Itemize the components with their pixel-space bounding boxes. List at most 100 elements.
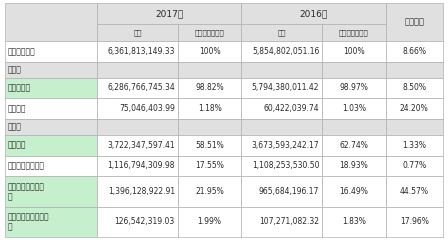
Text: 1.03%: 1.03% [342,104,366,114]
Text: 电连接器: 电连接器 [8,141,26,150]
Bar [386,156,443,176]
Bar [322,98,386,120]
Bar [386,3,443,42]
Bar [97,207,178,237]
Bar [178,62,241,78]
Bar [322,120,386,135]
Text: 金额: 金额 [278,29,286,36]
Text: 17.96%: 17.96% [400,217,429,226]
Text: 18.93%: 18.93% [340,162,368,170]
Text: 5,854,802,051.16: 5,854,802,051.16 [252,47,319,56]
Bar [5,156,97,176]
Bar [5,176,97,207]
Bar [322,135,386,156]
Bar [322,207,386,237]
Bar [386,120,443,135]
Text: 金额: 金额 [133,29,142,36]
Text: 98.82%: 98.82% [195,84,224,92]
Bar [386,42,443,62]
Text: 1.33%: 1.33% [402,141,426,150]
Bar [97,78,178,98]
Bar [386,62,443,78]
Bar [322,24,386,42]
Bar [241,176,322,207]
Bar [97,135,178,156]
Bar [5,207,97,237]
Text: 107,271,082.32: 107,271,082.32 [259,217,319,226]
Text: 营业收入合计: 营业收入合计 [8,47,36,56]
Text: 60,422,039.74: 60,422,039.74 [263,104,319,114]
Text: 98.97%: 98.97% [340,84,368,92]
Bar [386,176,443,207]
Bar [241,3,386,24]
Bar [386,135,443,156]
Text: 1.18%: 1.18% [198,104,222,114]
Text: 1.83%: 1.83% [342,217,366,226]
Text: 100%: 100% [199,47,220,56]
Text: 分行业: 分行业 [8,66,22,74]
Text: 占营业收入比重: 占营业收入比重 [195,29,224,36]
Text: 1,116,794,309.98: 1,116,794,309.98 [108,162,175,170]
Bar [322,42,386,62]
Text: 光器件及光电设备: 光器件及光电设备 [8,162,45,170]
Text: 连接器行业: 连接器行业 [8,84,31,92]
Bar [97,62,178,78]
Text: 17.55%: 17.55% [195,162,224,170]
Bar [178,176,241,207]
Text: 2016年: 2016年 [299,9,327,18]
Text: 0.77%: 0.77% [402,162,426,170]
Text: 其他行业: 其他行业 [8,104,26,114]
Text: 流体、齿科及其他产
品: 流体、齿科及其他产 品 [8,212,50,232]
Bar [241,78,322,98]
Bar [241,135,322,156]
Text: 8.66%: 8.66% [402,47,426,56]
Bar [322,176,386,207]
Bar [178,120,241,135]
Bar [178,42,241,62]
Text: 21.95%: 21.95% [195,187,224,196]
Text: 44.57%: 44.57% [400,187,429,196]
Bar [178,156,241,176]
Bar [386,98,443,120]
Text: 1,108,253,530.50: 1,108,253,530.50 [252,162,319,170]
Bar [178,24,241,42]
Bar [5,42,97,62]
Text: 965,684,196.17: 965,684,196.17 [259,187,319,196]
Bar [97,24,178,42]
Bar [97,156,178,176]
Bar [241,120,322,135]
Bar [97,3,241,24]
Bar [178,78,241,98]
Bar [5,98,97,120]
Bar [386,78,443,98]
Bar [5,3,97,42]
Bar [178,98,241,120]
Bar [97,98,178,120]
Text: 126,542,319.03: 126,542,319.03 [115,217,175,226]
Bar [241,42,322,62]
Text: 3,673,593,242.17: 3,673,593,242.17 [252,141,319,150]
Bar [241,62,322,78]
Text: 75,046,403.99: 75,046,403.99 [119,104,175,114]
Bar [97,176,178,207]
Bar [178,135,241,156]
Text: 同比增减: 同比增减 [405,18,424,27]
Text: 2017年: 2017年 [155,9,183,18]
Text: 16.49%: 16.49% [340,187,368,196]
Text: 5,794,380,011.42: 5,794,380,011.42 [252,84,319,92]
Bar [97,120,178,135]
Text: 6,286,766,745.34: 6,286,766,745.34 [107,84,175,92]
Text: 62.74%: 62.74% [340,141,368,150]
Bar [241,156,322,176]
Bar [241,98,322,120]
Text: 24.20%: 24.20% [400,104,429,114]
Bar [322,78,386,98]
Text: 6,361,813,149.33: 6,361,813,149.33 [108,47,175,56]
Text: 1.99%: 1.99% [198,217,222,226]
Bar [178,207,241,237]
Bar [5,78,97,98]
Bar [97,42,178,62]
Text: 1,396,128,922.91: 1,396,128,922.91 [108,187,175,196]
Bar [386,207,443,237]
Text: 58.51%: 58.51% [195,141,224,150]
